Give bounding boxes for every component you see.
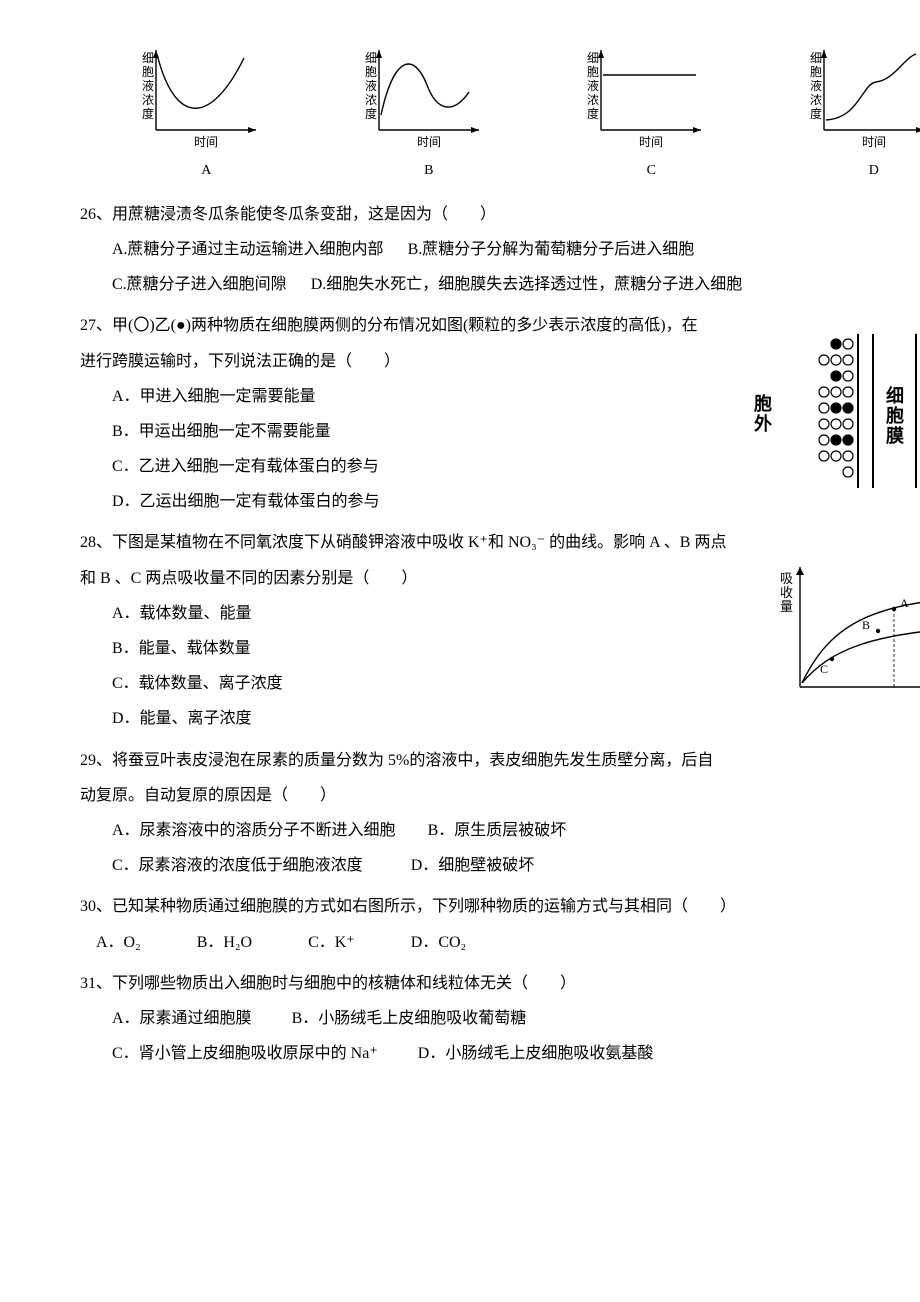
q29-opt-D: D．细胞壁被破坏 <box>411 857 535 874</box>
q30-opt-C: C．K⁺ <box>308 925 355 960</box>
q28-figure: 吸 收 量 氧浓度 NO₃⁻ K⁺ A B C <box>770 555 920 723</box>
chart-A-label: A <box>100 156 313 187</box>
svg-text:胞: 胞 <box>886 405 904 426</box>
svg-text:A: A <box>900 596 909 610</box>
svg-text:胞: 胞 <box>810 65 822 79</box>
svg-text:B: B <box>862 618 870 632</box>
chart-B-label: B <box>323 156 536 187</box>
chart-A-svg: 细 胞 液 浓 度 时间 <box>136 40 276 150</box>
q26-opt-C: C.蔗糖分子进入细胞间隙 <box>112 276 287 293</box>
svg-text:度: 度 <box>365 106 377 121</box>
chart-C-label: C <box>545 156 758 187</box>
svg-text:浓: 浓 <box>810 93 822 107</box>
q29-opt-A: A．尿素溶液中的溶质分子不断进入细胞 <box>112 822 396 839</box>
q30: 30、已知某种物质通过细胞膜的方式如右图所示，下列哪种物质的运输方式与其相同（ … <box>80 889 920 959</box>
svg-text:细: 细 <box>810 51 822 65</box>
svg-text:细: 细 <box>142 51 154 65</box>
chart-A-xlabel: 时间 <box>194 135 218 149</box>
svg-text:外: 外 <box>754 413 772 434</box>
chart-B: 细 胞 液 浓 度 时间 B <box>323 40 536 187</box>
svg-text:细: 细 <box>587 51 599 65</box>
q30-opt-A: A．O₂ <box>96 925 141 960</box>
q29-stem-a: 29、将蚕豆叶表皮浸泡在尿素的质量分数为 5%的溶液中，表皮细胞先发生质壁分离，… <box>80 743 920 778</box>
q25-charts-row: 细 胞 液 浓 度 时间 A 细 胞 液 浓 度 时间 B <box>100 40 920 187</box>
q30-opt-B: B．H₂O <box>197 925 252 960</box>
chart-D-svg: 细 胞 液 浓 度 时间 <box>804 40 920 150</box>
svg-text:度: 度 <box>142 106 154 121</box>
svg-text:液: 液 <box>365 78 377 93</box>
q31-opt-C: C．肾小管上皮细胞吸收原尿中的 Na⁺ <box>112 1045 378 1062</box>
svg-text:液: 液 <box>810 78 822 93</box>
chart-A: 细 胞 液 浓 度 时间 A <box>100 40 313 187</box>
q30-stem: 30、已知某种物质通过细胞膜的方式如右图所示，下列哪种物质的运输方式与其相同（ … <box>80 889 920 924</box>
svg-text:细: 细 <box>886 385 904 406</box>
svg-text:量: 量 <box>780 599 793 614</box>
svg-text:浓: 浓 <box>142 93 154 107</box>
svg-text:液: 液 <box>587 78 599 93</box>
q29-opt-C: C．尿素溶液的浓度低于细胞液浓度 <box>112 857 363 874</box>
q31-opt-B: B．小肠绒毛上皮细胞吸收葡萄糖 <box>292 1010 527 1027</box>
q26-opt-B: B.蔗糖分子分解为葡萄糖分子后进入细胞 <box>408 241 695 258</box>
q26-opt-D: D.细胞失水死亡，细胞膜失去选择透过性，蔗糖分子进入细胞 <box>311 276 743 293</box>
svg-text:收: 收 <box>780 585 793 600</box>
q30-opt-D: D．CO₂ <box>411 925 466 960</box>
svg-text:液: 液 <box>142 78 154 93</box>
svg-text:膜: 膜 <box>885 425 904 446</box>
svg-text:浓: 浓 <box>365 93 377 107</box>
svg-text:胞: 胞 <box>142 65 154 79</box>
q26-stem: 26、用蔗糖浸渍冬瓜条能使冬瓜条变甜，这是因为（ ） <box>80 197 920 232</box>
chart-C: 细 胞 液 浓 度 时间 C <box>545 40 758 187</box>
q27: 27、甲(〇)乙(●)两种物质在细胞膜两侧的分布情况如图(颗粒的多少表示浓度的高… <box>80 308 920 519</box>
svg-text:C: C <box>820 662 828 676</box>
svg-text:吸: 吸 <box>780 571 793 586</box>
q26-opt-A: A.蔗糖分子通过主动运输进入细胞内部 <box>112 241 384 258</box>
chart-B-curve <box>381 64 469 115</box>
q29-opt-B: B．原生质层被破坏 <box>428 822 567 839</box>
chart-D-curve <box>826 54 916 120</box>
q26: 26、用蔗糖浸渍冬瓜条能使冬瓜条变甜，这是因为（ ） A.蔗糖分子通过主动运输进… <box>80 197 920 303</box>
svg-text:胞: 胞 <box>365 65 377 79</box>
svg-text:胞: 胞 <box>754 393 772 414</box>
chart-D-xlabel: 时间 <box>862 135 886 149</box>
svg-text:胞: 胞 <box>587 65 599 79</box>
chart-A-curve <box>158 58 244 108</box>
chart-B-svg: 细 胞 液 浓 度 时间 <box>359 40 499 150</box>
svg-text:度: 度 <box>587 106 599 121</box>
svg-text:细: 细 <box>365 51 377 65</box>
q31-stem: 31、下列哪些物质出入细胞时与细胞中的核糖体和线粒体无关（ ） <box>80 966 920 1001</box>
chart-C-xlabel: 时间 <box>639 135 663 149</box>
q29: 29、将蚕豆叶表皮浸泡在尿素的质量分数为 5%的溶液中，表皮细胞先发生质壁分离，… <box>80 743 920 884</box>
chart-D-label: D <box>768 156 920 187</box>
q31: 31、下列哪些物质出入细胞时与细胞中的核糖体和线粒体无关（ ） A．尿素通过细胞… <box>80 966 920 1072</box>
q31-opt-A: A．尿素通过细胞膜 <box>112 1010 252 1027</box>
chart-D: 细 胞 液 浓 度 时间 D <box>768 40 920 187</box>
q27-figure: 胞 外 细 胞 膜 胞 内 <box>738 326 920 509</box>
q28: 28、下图是某植物在不同氧浓度下从硝酸钾溶液中吸收 K⁺和 NO₃⁻ 的曲线。影… <box>80 525 920 736</box>
q31-opt-D: D．小肠绒毛上皮细胞吸收氨基酸 <box>418 1045 654 1062</box>
svg-text:浓: 浓 <box>587 93 599 107</box>
svg-text:度: 度 <box>810 106 822 121</box>
q29-stem-b: 动复原。自动复原的原因是（ ） <box>80 778 920 813</box>
chart-C-svg: 细 胞 液 浓 度 时间 <box>581 40 721 150</box>
chart-B-xlabel: 时间 <box>417 135 441 149</box>
